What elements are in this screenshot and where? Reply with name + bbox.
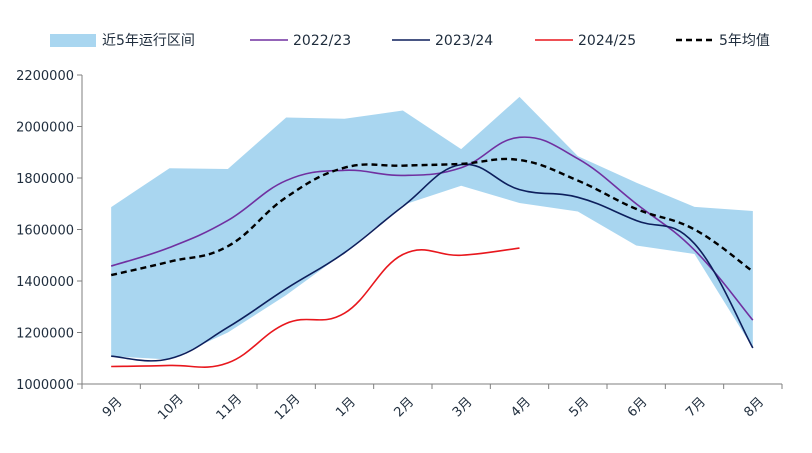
x-tick-label: 6月 <box>625 395 651 421</box>
x-tick-label: 5月 <box>567 395 593 421</box>
y-tick-label: 2200000 <box>16 69 74 84</box>
x-tick-label: 1月 <box>333 395 359 421</box>
x-tick-label: 11月 <box>214 392 245 423</box>
x-tick-label: 3月 <box>450 395 476 421</box>
legend-item: 5年均值 <box>676 33 770 49</box>
y-tick-label: 2000000 <box>16 121 74 136</box>
series-line-3 <box>110 157 754 277</box>
y-tick-label: 1800000 <box>16 172 74 187</box>
legend-item: 2023/24 <box>392 33 493 49</box>
legend-item: 2024/25 <box>535 33 636 49</box>
x-tick-label: 4月 <box>508 395 534 421</box>
y-tick-label: 1200000 <box>16 327 74 342</box>
range-band-area <box>111 96 753 360</box>
y-tick-label: 1600000 <box>16 224 74 239</box>
legend-label: 2023/24 <box>435 33 493 49</box>
x-tick-label: 9月 <box>100 395 126 421</box>
x-tick-label: 2月 <box>392 395 418 421</box>
x-tick-label: 7月 <box>683 395 709 421</box>
range-band-layer <box>111 96 753 360</box>
legend-label: 近5年运行区间 <box>102 33 195 49</box>
legend-swatch <box>50 34 96 47</box>
legend-label: 2024/25 <box>578 33 636 49</box>
x-tick-label: 8月 <box>742 395 768 421</box>
y-tick-label: 1400000 <box>16 275 74 290</box>
series-layer <box>110 136 754 368</box>
series-line-2 <box>111 247 520 368</box>
legend-item: 近5年运行区间 <box>50 33 195 49</box>
x-tick-label: 12月 <box>272 392 303 423</box>
legend-label: 2022/23 <box>293 33 351 49</box>
legend-item: 2022/23 <box>250 33 351 49</box>
x-tick-label: 10月 <box>155 392 186 423</box>
legend-label: 5年均值 <box>719 33 770 49</box>
series-line-1 <box>111 163 754 362</box>
y-tick-label: 1000000 <box>16 378 74 393</box>
legend: 近5年运行区间 2022/23 2023/24 2024/25 5年均值 <box>50 33 770 49</box>
